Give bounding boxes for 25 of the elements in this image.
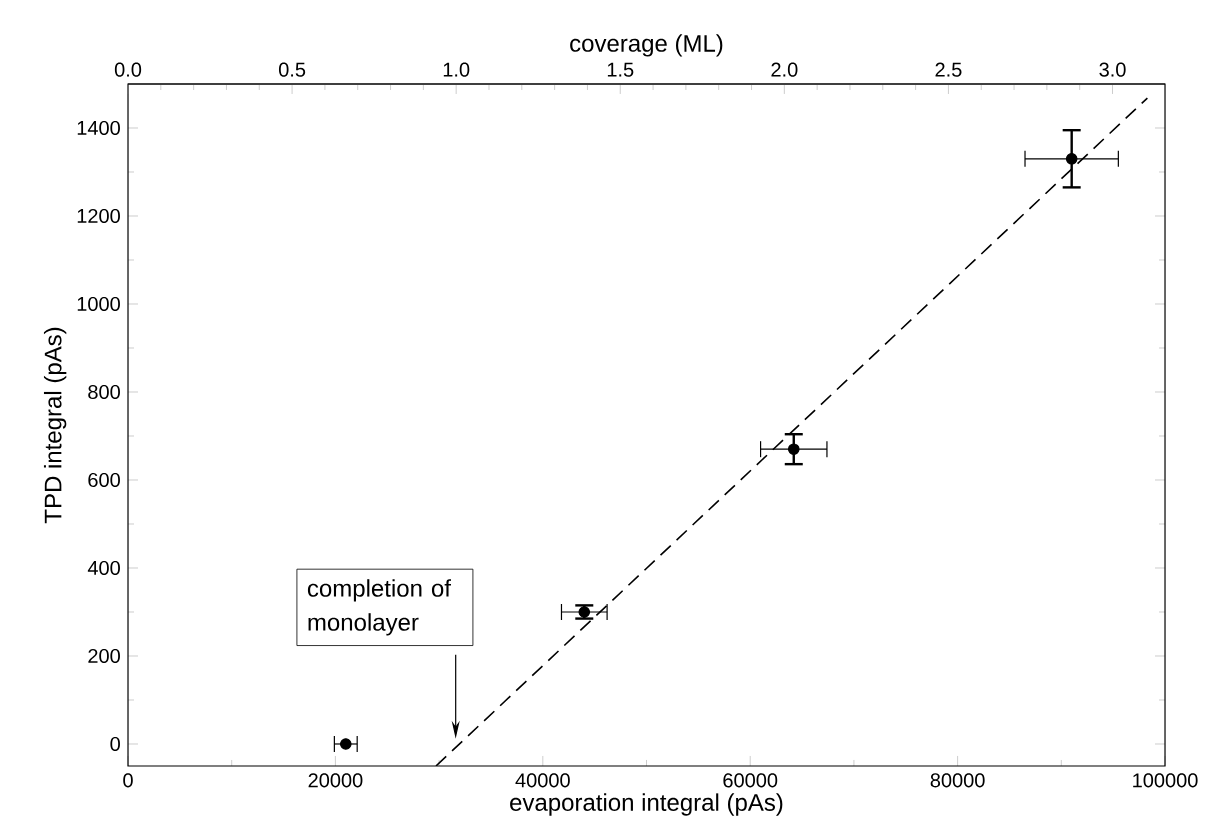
x2-tick-label: 1.5 — [607, 62, 634, 77]
x2-tick-label: 3.0 — [1099, 62, 1126, 77]
y-tick-label: 200 — [88, 648, 120, 664]
x2-tick-label: 0.5 — [278, 62, 306, 77]
y-tick-label: 1400 — [77, 120, 120, 136]
y-tick-label: 800 — [88, 384, 120, 400]
x2-tick-label: 2.0 — [771, 62, 798, 77]
x-tick-label: 0 — [123, 773, 133, 788]
x-tick-label: 80000 — [930, 773, 985, 788]
x2-axis-title: coverage (ML) — [570, 34, 723, 57]
y-tick-label: 400 — [87, 560, 120, 576]
y-axis-title: TPD integral (pAs) — [43, 327, 67, 524]
y-tick-label: 600 — [88, 472, 120, 488]
x-tick-label: 60000 — [723, 773, 778, 788]
x2-tick-label: 1.0 — [443, 62, 470, 77]
annotation: completion of monolayer — [307, 579, 452, 636]
x-tick-label: 40000 — [515, 773, 570, 788]
x-tick-label: 100000 — [1133, 773, 1198, 788]
y-tick-label: 1000 — [77, 296, 120, 312]
x-axis-title: evaporation integral (pAs) — [510, 793, 783, 816]
y-tick-label: 1200 — [77, 208, 120, 224]
x-tick-label: 20000 — [308, 773, 363, 788]
x2-tick-label: 0.0 — [114, 62, 142, 77]
x2-tick-label: 2.5 — [935, 62, 962, 77]
y-tick-label: 0 — [110, 736, 120, 752]
